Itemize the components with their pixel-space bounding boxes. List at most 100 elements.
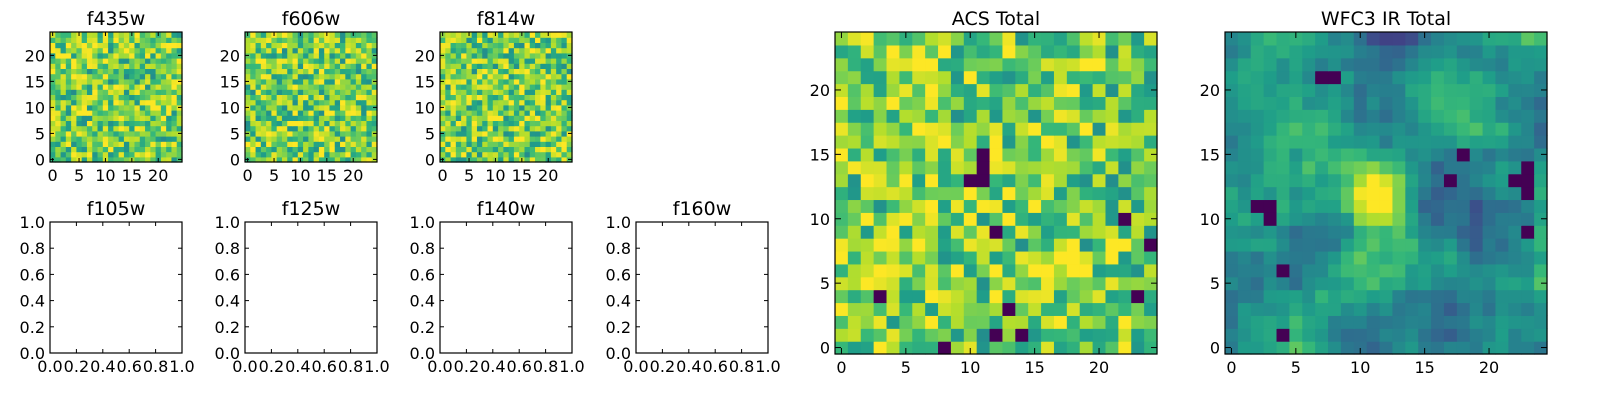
heatmap-cell xyxy=(963,302,978,316)
heatmap-cell xyxy=(1028,225,1042,239)
heatmap-cell xyxy=(912,341,926,355)
heatmap-cell xyxy=(355,32,362,38)
heatmap-cell xyxy=(1469,96,1484,110)
heatmap-cell xyxy=(340,151,346,158)
heatmap-cell xyxy=(281,52,288,59)
heatmap-cell xyxy=(461,89,467,95)
heatmap-cell xyxy=(1340,160,1355,175)
heatmap-cell xyxy=(102,94,109,101)
heatmap-cell xyxy=(1353,212,1368,226)
heatmap-cell xyxy=(276,32,283,38)
heatmap-cell xyxy=(976,289,991,304)
heatmap-cell xyxy=(361,63,368,69)
heatmap-cell xyxy=(1482,341,1497,355)
heatmap-cell xyxy=(160,58,167,64)
heatmap-cell xyxy=(308,94,315,101)
heatmap-cell xyxy=(318,110,325,116)
heatmap-cell xyxy=(471,125,478,132)
heatmap-cell xyxy=(963,250,978,265)
heatmap-cell xyxy=(171,89,178,95)
heatmap-cell xyxy=(334,84,341,90)
heatmap-cell xyxy=(65,73,72,80)
heatmap-cell xyxy=(324,84,331,90)
heatmap-cell xyxy=(476,104,483,111)
heatmap-cell xyxy=(976,147,991,162)
heatmap-cell xyxy=(313,156,320,163)
heatmap-cell xyxy=(487,32,494,38)
heatmap-cell xyxy=(292,47,299,54)
heatmap-cell xyxy=(1250,57,1265,72)
heatmap-cell xyxy=(1431,238,1445,252)
heatmap-cell xyxy=(1315,147,1329,162)
heatmap-cell xyxy=(1469,57,1484,72)
y-tick-label: 0 xyxy=(35,150,45,169)
heatmap-cell xyxy=(1144,186,1158,201)
heatmap-cell xyxy=(108,146,114,153)
heatmap-cell xyxy=(150,120,157,127)
heatmap-cell xyxy=(176,120,183,127)
heatmap-cell xyxy=(566,136,573,142)
heatmap-cell xyxy=(1289,147,1303,162)
heatmap-cell xyxy=(1250,147,1265,162)
heatmap-cell xyxy=(1053,109,1068,123)
heatmap-cell xyxy=(508,125,515,132)
x-tick-label: 0.6 xyxy=(116,357,141,376)
heatmap-cell xyxy=(899,70,913,85)
heatmap-cell xyxy=(873,44,888,59)
heatmap-cell xyxy=(1508,147,1522,162)
heatmap-cell xyxy=(303,125,309,132)
heatmap-cell xyxy=(366,32,373,38)
heatmap-cell xyxy=(129,151,136,158)
heatmap-cell xyxy=(912,225,926,239)
heatmap-cell xyxy=(255,63,262,69)
heatmap-cell xyxy=(540,84,547,90)
heatmap-cell xyxy=(1340,315,1355,329)
heatmap-cell xyxy=(81,146,88,153)
heatmap-cell xyxy=(50,99,56,106)
heatmap-cell xyxy=(498,73,504,80)
heatmap-cell xyxy=(76,141,83,147)
heatmap-cell xyxy=(1250,199,1265,213)
heatmap-cell xyxy=(297,42,304,49)
heatmap-cell xyxy=(535,58,541,64)
heatmap-cell xyxy=(471,37,478,43)
heatmap-cell xyxy=(1118,44,1132,59)
heatmap-cell xyxy=(92,151,99,158)
heatmap-cell xyxy=(1366,276,1381,291)
heatmap-cell xyxy=(308,84,315,90)
heatmap-cell xyxy=(150,89,157,95)
heatmap-cell xyxy=(461,104,467,111)
heatmap-cell xyxy=(561,63,568,69)
heatmap-cell xyxy=(513,110,520,116)
heatmap-cell xyxy=(129,52,136,59)
heatmap-cell xyxy=(166,136,173,142)
heatmap-cell xyxy=(1328,341,1342,355)
heatmap-cell xyxy=(303,84,309,90)
heatmap-cell xyxy=(366,115,373,121)
heatmap-cell xyxy=(76,104,83,111)
heatmap-cell xyxy=(487,115,494,121)
heatmap-cell xyxy=(97,146,104,153)
heatmap-cell xyxy=(950,44,965,59)
heatmap-cell xyxy=(545,120,552,127)
heatmap-cell xyxy=(145,78,151,85)
heatmap-cell xyxy=(492,115,499,121)
heatmap-cell xyxy=(989,44,1004,59)
heatmap-cell xyxy=(123,89,130,95)
heatmap-cell xyxy=(1225,147,1239,162)
heatmap-cell xyxy=(71,37,77,43)
heatmap-cell xyxy=(482,73,489,80)
heatmap-cell xyxy=(566,63,573,69)
heatmap-cell xyxy=(350,104,357,111)
heatmap-cell xyxy=(361,115,368,121)
heatmap-cell xyxy=(329,110,336,116)
heatmap-cell xyxy=(166,42,173,49)
heatmap-cell xyxy=(134,68,141,75)
heatmap-cell xyxy=(1508,328,1522,342)
heatmap-cell xyxy=(847,57,862,72)
heatmap-cell xyxy=(355,37,362,43)
heatmap-cell xyxy=(318,32,325,38)
y-tick-label: 5 xyxy=(425,124,435,143)
heatmap-cell xyxy=(540,115,547,121)
heatmap-cell xyxy=(1392,173,1406,188)
